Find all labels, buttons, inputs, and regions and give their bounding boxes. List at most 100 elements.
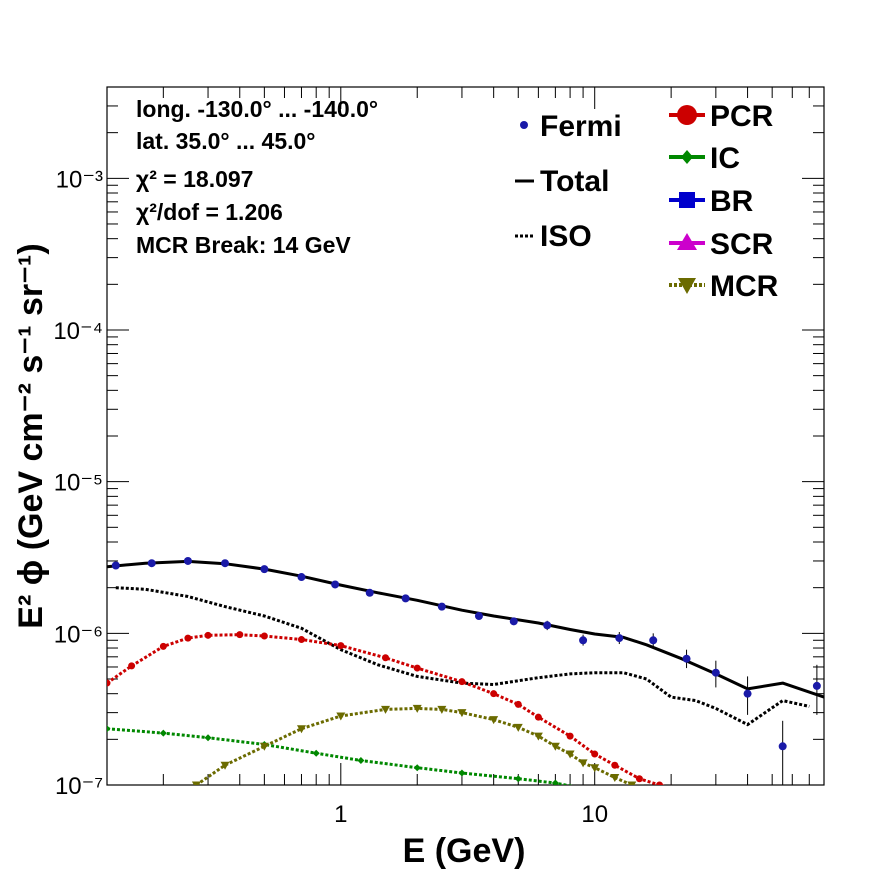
series-line-total	[107, 559, 824, 699]
pcr-point	[490, 690, 498, 698]
legend-label-scr: SCR	[710, 228, 774, 261]
series-line-iso	[115, 586, 810, 727]
fermi-point	[711, 668, 720, 677]
legend-label-br: BR	[710, 185, 754, 218]
fermi-point	[331, 580, 340, 589]
pcr-point	[337, 642, 345, 650]
legend-label-pcr: PCR	[710, 100, 774, 133]
series-line-mcr	[195, 706, 636, 785]
pcr-point	[591, 750, 599, 758]
x-tick-label: 10	[581, 801, 608, 828]
ic-point	[159, 729, 167, 737]
y-axis-title: E² ϕ (GeV cm⁻² s⁻¹ sr⁻¹)	[12, 243, 50, 628]
pcr-point	[260, 632, 268, 640]
legend-marker-ic	[681, 150, 693, 164]
y-tick-label: 10⁻³	[56, 166, 103, 193]
fermi-point	[509, 617, 518, 626]
legend-marker-br	[679, 192, 695, 208]
fermi-point	[147, 559, 156, 568]
series-markers	[107, 556, 821, 785]
pcr-point	[458, 678, 466, 686]
series-line-ic	[107, 727, 574, 785]
legend-label-iso: ISO	[540, 220, 592, 253]
pcr-point	[534, 713, 542, 721]
mcr-point	[437, 705, 447, 714]
legend-marker-scr	[677, 233, 697, 250]
y-tick-label: 10⁻⁵	[54, 470, 103, 497]
legend-label-total: Total	[540, 165, 609, 198]
mcr-point	[578, 759, 588, 768]
mcr-point	[457, 709, 467, 718]
pcr-point	[204, 631, 212, 639]
pcr-point	[566, 732, 574, 740]
fermi-point	[579, 636, 588, 645]
ic-point	[312, 749, 320, 757]
mcr-point	[513, 723, 523, 732]
mcr-point	[489, 716, 499, 725]
legend-label-mcr: MCR	[710, 270, 779, 303]
fermi-point	[543, 621, 552, 630]
fermi-point	[615, 634, 624, 643]
series-line-pcr	[107, 633, 665, 785]
mcr-point	[336, 712, 346, 721]
mcr-point	[296, 725, 306, 734]
mcr-point	[590, 764, 600, 773]
annotation-latitude: lat. 35.0° ... 45.0°	[136, 128, 316, 154]
mcr-point	[533, 732, 543, 741]
mcr-point	[634, 784, 644, 785]
y-tick-label: 10⁻⁴	[53, 318, 103, 345]
pcr-point	[514, 700, 522, 708]
annotation-chi2-dof: χ²/dof = 1.206	[136, 199, 283, 225]
ic-point	[582, 784, 584, 785]
mcr-point	[412, 704, 422, 713]
fermi-point	[221, 559, 230, 568]
fermi-point	[649, 636, 658, 645]
fermi-point	[474, 612, 483, 621]
pcr-point	[670, 784, 673, 785]
fermi-point	[297, 573, 306, 582]
pcr-point	[656, 781, 664, 785]
fermi-point	[260, 565, 269, 574]
mcr-point	[610, 774, 620, 783]
mcr-point	[220, 761, 230, 770]
x-tick-label: 1	[334, 801, 347, 828]
legend-marker-pcr	[677, 105, 697, 125]
ic-point	[458, 769, 466, 777]
mcr-point	[550, 742, 560, 751]
y-tick-label: 10⁻⁷	[55, 773, 103, 800]
fermi-point	[365, 588, 374, 597]
fermi-point	[778, 742, 787, 751]
legend-label-fermi: Fermi	[540, 110, 622, 143]
legend-marker-fermi	[520, 121, 528, 129]
x-axis-title: E (GeV)	[403, 832, 526, 870]
fermi-point	[682, 654, 691, 663]
ic-point	[551, 779, 559, 785]
ic-point	[413, 764, 421, 772]
pcr-point	[611, 761, 619, 769]
ic-point	[514, 775, 522, 783]
pcr-point	[107, 679, 111, 687]
pcr-point	[413, 664, 421, 672]
fermi-point	[437, 602, 446, 611]
annotation-longitude: long. -130.0° ... -140.0°	[136, 96, 378, 122]
legend: Fermi Total ISO PCR IC BR SCR MCR	[515, 100, 779, 303]
mcr-point	[259, 742, 269, 751]
pcr-point	[184, 634, 192, 642]
legend-marker-mcr	[678, 278, 696, 294]
fermi-point	[812, 681, 821, 690]
ic-point	[107, 725, 111, 733]
pcr-point	[382, 654, 390, 662]
fermi-point	[401, 594, 410, 603]
legend-label-ic: IC	[710, 142, 740, 175]
mcr-point	[565, 750, 575, 759]
annotation-chi2: χ² = 18.097	[136, 166, 253, 192]
ic-point	[357, 757, 365, 765]
y-tick-label: 10⁻⁶	[54, 621, 103, 648]
fermi-point	[743, 689, 752, 698]
mcr-point	[191, 781, 201, 785]
mcr-point	[627, 781, 637, 785]
fermi-point	[183, 556, 192, 565]
pcr-point	[159, 642, 167, 650]
fermi-point	[111, 561, 120, 570]
